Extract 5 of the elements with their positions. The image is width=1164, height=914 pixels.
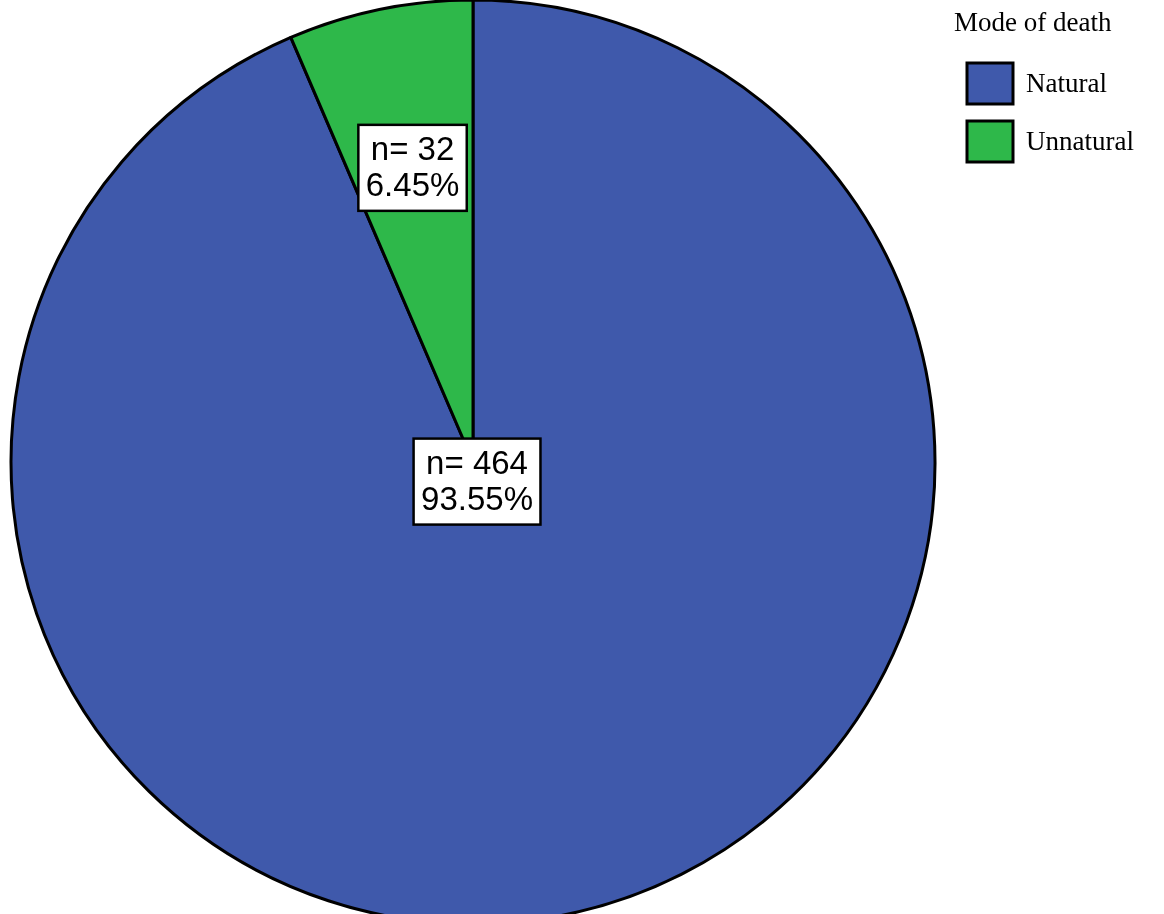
legend-label: Unnatural bbox=[1026, 126, 1134, 156]
data-label: n= 464 93.55% bbox=[421, 443, 533, 517]
legend-label: Natural bbox=[1026, 68, 1107, 98]
data-label: n= 32 6.45% bbox=[365, 129, 460, 203]
legend-title: Mode of death bbox=[954, 7, 1112, 37]
